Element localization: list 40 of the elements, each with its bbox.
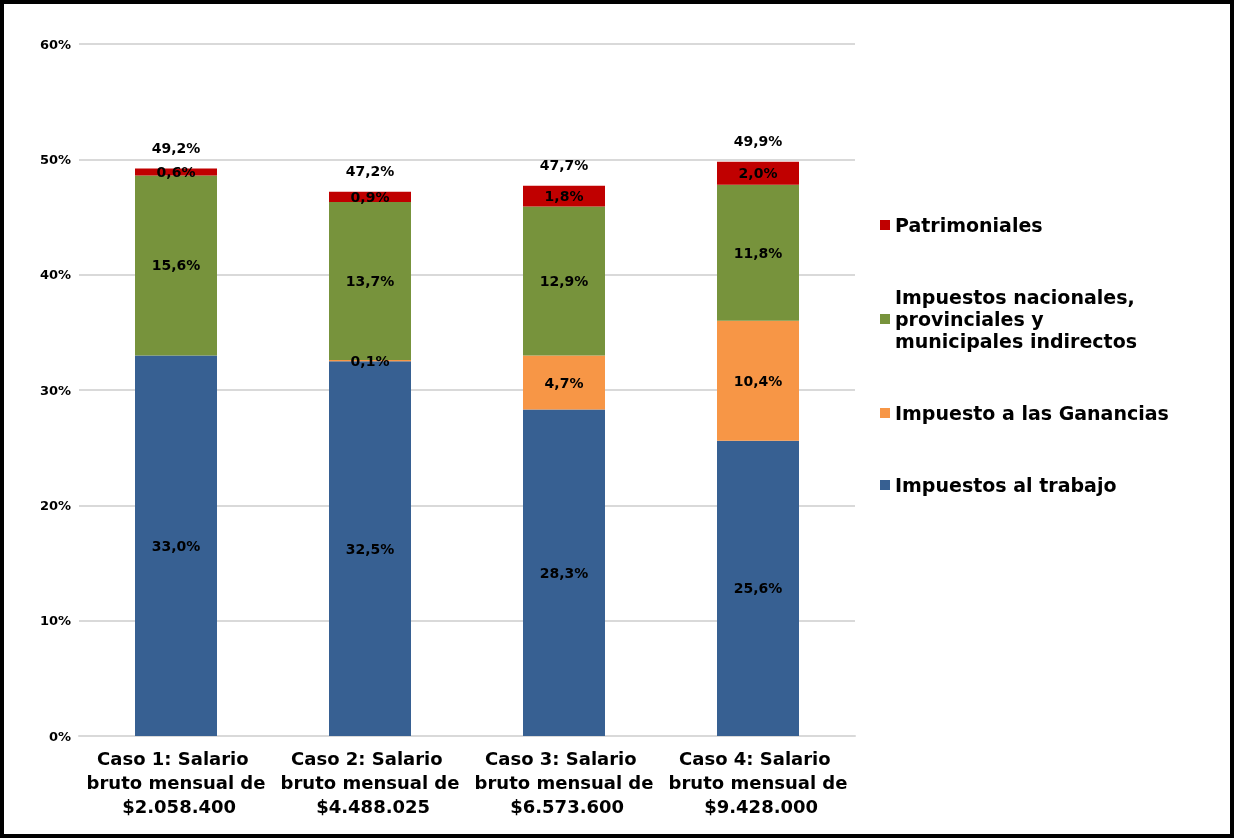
legend-label: Impuestos al trabajo (895, 474, 1117, 496)
data-label: 33,0% (151, 537, 201, 554)
data-label: 12,9% (539, 273, 589, 290)
y-tick-label: 40% (39, 267, 71, 283)
bar (717, 184, 799, 321)
legend-label: Patrimoniales (895, 214, 1043, 236)
data-label: 2,0% (738, 165, 778, 182)
bar (717, 320, 799, 441)
y-tick-label: 20% (39, 497, 71, 513)
x-tick-label: Caso 1: Salario bruto mensual de $2.058.400 (86, 747, 266, 817)
data-label: 10,4% (733, 372, 783, 389)
y-tick-label: 10% (39, 613, 71, 629)
total-label: 47,7% (539, 156, 589, 173)
bar (523, 355, 605, 410)
x-tick-label: Caso 2: Salario bruto mensual de $4.488.025 (280, 747, 460, 817)
total-label: 47,2% (345, 162, 395, 179)
x-tick-label: Caso 4: Salario bruto mensual de $9.428.000 (668, 747, 848, 817)
data-label: 0,6% (156, 164, 196, 181)
y-tick-label: 60% (39, 36, 71, 52)
bar (523, 409, 605, 736)
legend-label: Impuesto a las Ganancias (895, 402, 1169, 424)
data-label: 1,8% (544, 188, 584, 205)
bar (523, 206, 605, 356)
data-label: 25,6% (733, 580, 783, 597)
data-label: 15,6% (151, 257, 201, 274)
legend-label: Impuestos nacionales, provinciales y municipales indirectos (895, 286, 1142, 352)
y-tick-label: 0% (48, 728, 71, 744)
bar (717, 440, 799, 736)
data-label: 32,5% (345, 540, 395, 557)
y-tick-label: 30% (39, 382, 71, 398)
data-label: 4,7% (544, 374, 584, 391)
total-label: 49,9% (733, 132, 783, 149)
data-label: 0,9% (350, 188, 390, 205)
x-tick-label: Caso 3: Salario bruto mensual de $6.573.600 (474, 747, 654, 817)
total-label: 49,2% (151, 139, 201, 156)
bar (135, 355, 217, 736)
data-label: 11,8% (733, 244, 783, 261)
y-tick-label: 50% (39, 151, 71, 167)
data-label: 13,7% (345, 273, 395, 290)
data-label: 28,3% (539, 564, 589, 581)
